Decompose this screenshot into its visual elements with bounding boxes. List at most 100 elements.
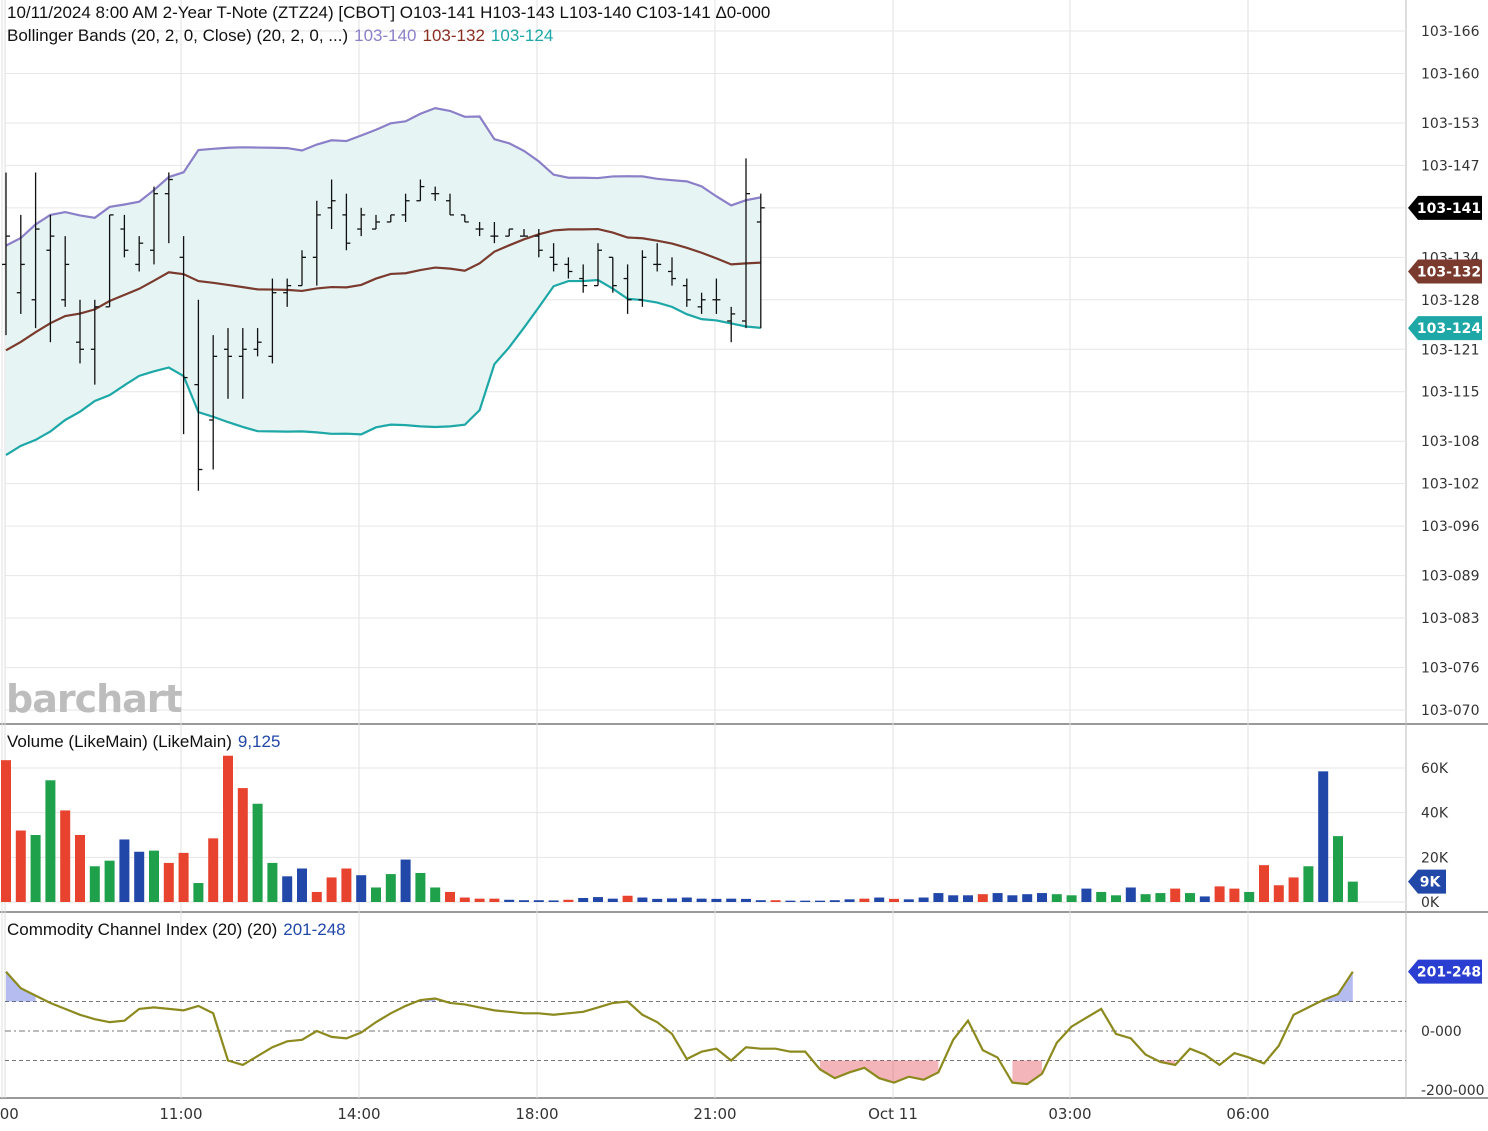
- price-y-tick-label: 103-083: [1421, 611, 1480, 627]
- volume-bar: [60, 810, 71, 902]
- volume-bar: [637, 897, 648, 902]
- x-tick-label: 06:00: [1226, 1105, 1269, 1123]
- volume-bar: [1229, 888, 1240, 902]
- volume-bar: [89, 866, 100, 902]
- volume-badge-shape: [1408, 869, 1446, 894]
- price-bars: [2, 158, 765, 491]
- x-tick-label: 14:00: [337, 1105, 380, 1123]
- volume-bar: [297, 868, 307, 902]
- volume-bar: [1273, 885, 1284, 902]
- volume-bar: [134, 851, 145, 902]
- middle-band: [5, 227, 761, 352]
- ohlc-bar: [682, 278, 691, 307]
- ohlc-bar: [76, 299, 84, 364]
- ohlc-bar: [727, 306, 736, 343]
- ohlc-bar: [534, 229, 543, 258]
- volume-bars: [1, 755, 1358, 902]
- ohlc-bar: [490, 221, 499, 244]
- ohlc-bar: [653, 243, 662, 272]
- cci-y-tick-label: 0-000: [1421, 1024, 1462, 1040]
- x-tick-label: 03:00: [1048, 1105, 1091, 1123]
- ohlc-bar: [312, 200, 321, 286]
- volume-bar: [30, 835, 41, 902]
- price-badge: 103-132: [1408, 259, 1482, 284]
- ohlc-bar: [386, 214, 395, 223]
- volume-bar: [489, 898, 500, 902]
- volume-bar: [1007, 895, 1018, 902]
- price-badge-shape: [1408, 259, 1482, 284]
- x-tick-label: 21:00: [693, 1105, 736, 1123]
- volume-bar: [1, 760, 11, 902]
- volume-bar: [815, 900, 825, 902]
- volume-bar: [533, 900, 544, 902]
- volume-bar: [45, 780, 56, 902]
- ohlc-bar: [416, 179, 425, 202]
- ohlc-bar: [446, 193, 454, 216]
- ohlc-bar: [16, 214, 25, 314]
- price-badge-label: 103-124: [1417, 321, 1482, 337]
- volume-bar: [741, 898, 751, 902]
- volume-bar: [252, 803, 263, 902]
- volume-bar: [75, 835, 85, 902]
- volume-bar: [622, 895, 633, 902]
- ohlc-bar: [594, 243, 602, 287]
- ohlc-bar: [298, 250, 306, 287]
- volume-bar: [267, 862, 278, 902]
- quote-line: 10/11/2024 8:00 AM 2-Year T-Note (ZTZ24)…: [7, 3, 771, 22]
- ohlc-bar: [756, 193, 765, 329]
- volume-bar: [1259, 865, 1269, 902]
- volume-bar: [1244, 891, 1255, 902]
- volume-bar: [681, 897, 692, 902]
- bb-middle-value: 103-132: [422, 26, 485, 45]
- lower-band: [5, 278, 761, 456]
- volume-bar: [163, 862, 174, 902]
- volume-bar: [770, 900, 781, 902]
- ohlc-bar: [194, 299, 203, 491]
- volume-bar: [992, 893, 1003, 902]
- volume-bar: [1199, 896, 1210, 902]
- ohlc-bar: [209, 335, 218, 470]
- price-y-tick-label: 103-128: [1421, 293, 1480, 309]
- price-badge: 103-141: [1408, 195, 1482, 220]
- volume-bar: [918, 897, 929, 902]
- volume-y-tick-label: 40K: [1421, 806, 1449, 822]
- price-y-tick-label: 103-121: [1421, 342, 1480, 358]
- cci-oversold-fill: [1012, 1060, 1042, 1085]
- volume-bar: [1155, 893, 1166, 902]
- volume-badge-label: 9K: [1420, 875, 1442, 891]
- volume-bar: [371, 887, 381, 902]
- bb-name: Bollinger Bands (20, 2, 0, Close) (20, 2…: [7, 26, 349, 45]
- ohlc-bar: [90, 299, 99, 385]
- x-tick-label: 18:00: [515, 1105, 558, 1123]
- cci-value: 201-248: [283, 920, 346, 939]
- ohlc-bar: [268, 278, 277, 364]
- volume-bar: [474, 898, 485, 902]
- price-y-tick-label: 103-102: [1421, 477, 1480, 493]
- ohlc-bar: [224, 328, 232, 399]
- axes: 8:00 11:00 14:00 18:00 21:00 Oct 11 03:00 06:00…: [0, 24, 1485, 1123]
- volume-bar: [519, 900, 529, 902]
- ohlc-bar: [164, 172, 173, 244]
- volume-bar: [1185, 893, 1195, 902]
- volume-bar: [178, 852, 189, 902]
- cci-line: [5, 970, 1354, 1086]
- volume-bar: [903, 899, 914, 902]
- band-fill: [6, 108, 761, 456]
- volume-bar: [104, 860, 115, 902]
- cci-overbought-fill: [6, 971, 36, 1002]
- price-badge: 103-124: [1408, 316, 1482, 341]
- volume-bar: [563, 899, 574, 902]
- cci-name: Commodity Channel Index (20) (20): [7, 920, 278, 939]
- price-badge-shape: [1408, 316, 1482, 341]
- volume-bar: [755, 900, 766, 902]
- volume-bar: [504, 899, 515, 902]
- ohlc-bar: [327, 179, 336, 230]
- volume-bar: [889, 898, 899, 902]
- volume-bar: [844, 899, 855, 902]
- volume-bar: [933, 893, 944, 902]
- cci-header: Commodity Channel Index (20) (20) 201-248: [7, 920, 352, 940]
- bb-upper-value: 103-140: [354, 26, 417, 45]
- volume-value: 9,125: [237, 732, 281, 751]
- price-y-tick-label: 103-153: [1421, 116, 1480, 132]
